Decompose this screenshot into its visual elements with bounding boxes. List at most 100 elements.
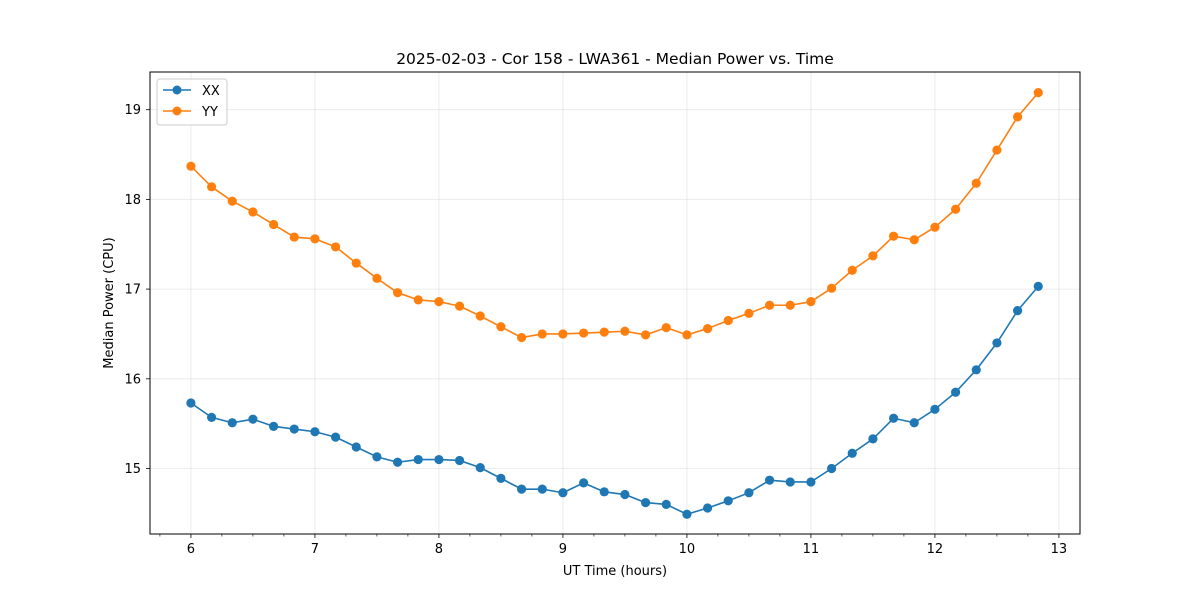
data-point-xx — [640, 498, 651, 508]
y-tick-label: 16 — [124, 372, 141, 387]
data-point-xx — [330, 432, 341, 442]
data-point-xx — [992, 338, 1002, 348]
data-point-yy — [764, 300, 775, 310]
data-point-yy — [372, 273, 382, 283]
data-point-xx — [868, 434, 878, 444]
data-point-yy — [454, 301, 465, 311]
data-point-yy — [930, 222, 940, 232]
data-point-yy — [475, 311, 485, 321]
data-point-xx — [558, 488, 568, 498]
data-point-xx — [909, 418, 919, 428]
data-point-xx — [372, 452, 382, 462]
data-point-yy — [206, 182, 217, 192]
data-point-xx — [578, 478, 589, 488]
data-point-xx — [826, 463, 837, 474]
data-point-xx — [351, 442, 361, 452]
data-point-yy — [785, 300, 795, 310]
data-point-yy — [847, 265, 857, 275]
data-point-yy — [971, 178, 981, 188]
data-point-xx — [310, 427, 320, 437]
x-tick-label: 13 — [1051, 542, 1068, 557]
y-tick-label: 15 — [124, 462, 141, 477]
data-point-xx — [620, 489, 630, 500]
data-point-yy — [413, 295, 423, 305]
data-point-xx — [537, 484, 547, 494]
data-point-yy — [248, 207, 258, 217]
data-point-yy — [434, 297, 444, 307]
data-point-xx — [702, 503, 713, 513]
data-point-xx — [785, 477, 795, 487]
data-point-yy — [682, 330, 692, 340]
data-point-xx — [516, 484, 527, 494]
data-point-yy — [992, 145, 1002, 155]
y-tick-label: 19 — [124, 103, 141, 118]
legend: XX YY — [156, 78, 228, 126]
data-point-xx — [723, 496, 733, 506]
data-point-yy — [744, 308, 754, 318]
data-point-yy — [1012, 112, 1023, 122]
data-point-xx — [930, 404, 940, 414]
data-point-xx — [847, 448, 857, 458]
data-point-yy — [599, 327, 609, 337]
data-point-yy — [702, 323, 713, 334]
data-point-xx — [268, 421, 279, 431]
data-point-xx — [496, 473, 506, 483]
data-point-yy — [227, 196, 237, 206]
data-point-yy — [950, 204, 961, 214]
data-point-yy — [1033, 88, 1043, 98]
x-tick-label: 11 — [803, 542, 820, 557]
legend-label-xx: XX — [202, 84, 220, 99]
data-point-yy — [909, 235, 919, 245]
legend-marker-xx — [172, 85, 182, 95]
chart-title: 2025-02-03 - Cor 158 - LWA361 - Median P… — [396, 50, 834, 68]
data-point-yy — [723, 315, 733, 326]
data-point-yy — [496, 322, 506, 332]
data-point-xx — [971, 365, 981, 375]
data-point-xx — [806, 477, 816, 487]
data-point-yy — [661, 323, 671, 333]
x-tick-label: 10 — [679, 542, 696, 557]
x-tick-label: 6 — [187, 542, 195, 557]
data-point-yy — [558, 329, 568, 339]
data-point-xx — [764, 475, 775, 485]
data-point-yy — [516, 332, 527, 343]
data-point-yy — [392, 288, 403, 298]
x-tick-label: 9 — [559, 542, 567, 557]
data-point-xx — [950, 387, 961, 397]
x-tick-label: 12 — [927, 542, 944, 557]
data-point-xx — [454, 455, 465, 466]
data-point-yy — [268, 219, 279, 230]
legend-label-yy: YY — [201, 105, 218, 120]
data-point-yy — [186, 161, 196, 171]
data-point-yy — [289, 232, 299, 242]
series-layer — [186, 88, 1043, 519]
data-point-yy — [578, 328, 589, 338]
x-tick-label: 7 — [311, 542, 319, 557]
data-point-xx — [888, 413, 899, 423]
data-point-xx — [289, 424, 299, 434]
data-point-xx — [1033, 281, 1043, 292]
legend-marker-yy — [172, 106, 182, 116]
data-point-xx — [227, 418, 237, 428]
y-tick-label: 18 — [124, 193, 141, 208]
data-point-xx — [1012, 306, 1023, 316]
data-point-yy — [537, 329, 547, 339]
data-point-xx — [744, 488, 754, 498]
data-point-xx — [475, 463, 485, 473]
data-point-xx — [682, 509, 692, 519]
data-point-yy — [351, 258, 361, 268]
y-tick-label: 17 — [124, 283, 141, 298]
data-point-yy — [868, 251, 878, 261]
data-point-xx — [392, 457, 403, 467]
x-axis: 6 7 8 9 10 11 12 13 — [159, 534, 1068, 557]
data-point-xx — [434, 454, 444, 465]
y-axis: 15 16 17 18 19 — [124, 103, 150, 477]
y-axis-label: Median Power (CPU) — [102, 237, 117, 368]
data-point-xx — [413, 454, 423, 465]
data-point-yy — [620, 326, 630, 336]
data-point-yy — [806, 297, 816, 307]
x-axis-label: UT Time (hours) — [563, 564, 667, 579]
data-point-xx — [248, 414, 258, 424]
data-point-yy — [310, 234, 320, 244]
